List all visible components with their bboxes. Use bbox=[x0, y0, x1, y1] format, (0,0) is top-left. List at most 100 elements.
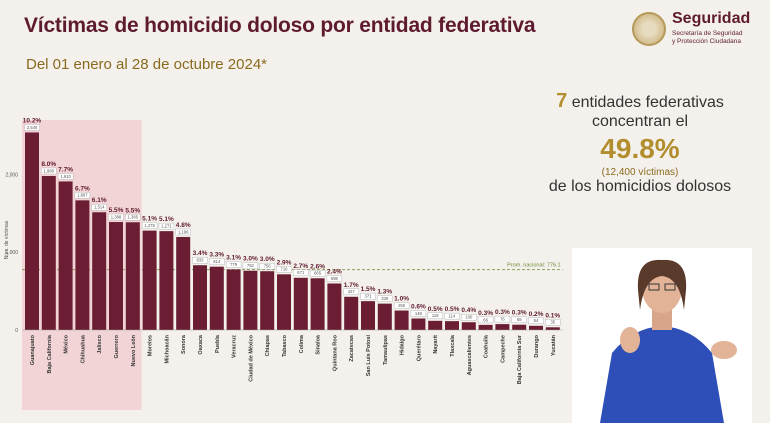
percent-label: 1.7% bbox=[344, 282, 359, 289]
category-label: Quintana Roo bbox=[332, 334, 338, 371]
count-label-box bbox=[377, 295, 393, 302]
count-label-box bbox=[494, 315, 511, 323]
bar-31 bbox=[545, 327, 560, 330]
bar-27 bbox=[478, 324, 493, 330]
bar-15 bbox=[277, 274, 291, 330]
count-label: 339 bbox=[381, 296, 389, 301]
count-label: 1,271 bbox=[161, 224, 172, 229]
category-label: Aguascalientes bbox=[467, 335, 473, 375]
bar-9 bbox=[176, 236, 191, 330]
bar-3 bbox=[75, 200, 90, 330]
summary-panel: 7 entidades federativas concentran el 49… bbox=[520, 90, 760, 196]
category-label: Tabasco bbox=[282, 334, 288, 357]
percent-label: 8.0% bbox=[41, 161, 56, 168]
category-label: Coahuila bbox=[484, 334, 490, 358]
count-label: 54 bbox=[534, 318, 539, 323]
category-label: Querétaro bbox=[416, 334, 422, 361]
count-label: 371 bbox=[365, 294, 373, 299]
count-label-box bbox=[511, 316, 527, 323]
count-label-box bbox=[125, 214, 141, 221]
count-label: 779 bbox=[230, 262, 238, 267]
count-label: 148 bbox=[415, 311, 423, 316]
percent-label: 1.3% bbox=[377, 289, 392, 296]
percent-label: 3.4% bbox=[193, 250, 208, 257]
category-label: Sinaloa bbox=[316, 334, 322, 355]
percent-label: 6.7% bbox=[75, 185, 90, 192]
count-label-box bbox=[259, 262, 275, 270]
count-label: 762 bbox=[247, 263, 255, 268]
category-label: San Luis Potosí bbox=[366, 335, 372, 377]
count-label: 100 bbox=[465, 315, 473, 320]
percent-label: 0.3% bbox=[478, 310, 493, 317]
count-label: 1,910 bbox=[60, 174, 71, 179]
category-label: Baja California Sur bbox=[517, 334, 523, 384]
summary-line3: de los homicidios dolosos bbox=[548, 178, 732, 195]
percent-label: 0.5% bbox=[428, 306, 443, 313]
percent-label: 2.6% bbox=[310, 263, 325, 270]
count-label-box bbox=[175, 228, 191, 236]
bar-chart: 0 1,000 2,000 Núm. de víctimas Prom. naciona… bbox=[4, 117, 563, 410]
bar-21 bbox=[377, 303, 392, 330]
count-label: 833 bbox=[197, 258, 205, 263]
bar-2 bbox=[58, 181, 73, 330]
percent-label: 0.2% bbox=[529, 311, 544, 318]
percent-label: 0.1% bbox=[545, 312, 560, 319]
bar-14 bbox=[260, 271, 275, 330]
bar-19 bbox=[344, 296, 359, 330]
count-label: 1,385 bbox=[128, 215, 139, 220]
bar-12 bbox=[226, 269, 241, 330]
percent-label: 4.8% bbox=[176, 222, 191, 229]
count-label-box bbox=[276, 266, 292, 273]
bar-4 bbox=[92, 212, 107, 330]
bar-10 bbox=[193, 265, 207, 330]
category-label: Nuevo León bbox=[131, 334, 137, 366]
category-label: Durango bbox=[534, 334, 540, 357]
count-label: 1,667 bbox=[77, 193, 88, 198]
count-label: 671 bbox=[297, 270, 305, 275]
count-label: 2,540 bbox=[27, 125, 38, 130]
bar-20 bbox=[361, 301, 375, 330]
category-label: Hidalgo bbox=[400, 334, 406, 355]
category-label: Baja California bbox=[47, 334, 53, 373]
count-label-box bbox=[74, 192, 91, 199]
percent-label: 2.9% bbox=[277, 259, 292, 266]
count-label-box bbox=[545, 319, 561, 326]
chart-title: Víctimas de homicidio doloso por entidad… bbox=[24, 14, 536, 37]
percent-label: 3.0% bbox=[243, 256, 258, 263]
bar-6 bbox=[125, 222, 140, 330]
count-label-box bbox=[158, 222, 175, 230]
percent-label: 1.5% bbox=[361, 286, 376, 293]
category-label: Sonora bbox=[181, 334, 187, 354]
bar-23 bbox=[411, 318, 426, 330]
bar-11 bbox=[209, 266, 224, 330]
count-label: 114 bbox=[449, 314, 456, 319]
category-label: Ciudad de México bbox=[248, 334, 254, 381]
count-label-box bbox=[225, 261, 242, 268]
logo-name: Seguridad bbox=[672, 10, 751, 27]
count-label-box bbox=[528, 317, 544, 325]
count-label-box bbox=[461, 314, 477, 321]
category-label: Tlaxcala bbox=[450, 334, 456, 357]
count-label-box bbox=[242, 262, 259, 269]
percent-label: 6.1% bbox=[92, 197, 107, 204]
percent-label: 2.4% bbox=[327, 268, 342, 275]
category-label: Veracruz bbox=[232, 335, 238, 358]
count-label: 716 bbox=[281, 267, 289, 272]
ssp-logo: Seguridad Secretaría de Seguridad y Prot… bbox=[632, 10, 764, 54]
summary-line2: concentran el bbox=[591, 113, 689, 130]
percent-label: 3.0% bbox=[260, 256, 275, 263]
count-label-box bbox=[57, 173, 74, 180]
bar-13 bbox=[243, 270, 258, 330]
count-label-box bbox=[293, 269, 309, 277]
percent-label: 5.5% bbox=[125, 207, 140, 214]
percent-label: 5.1% bbox=[159, 216, 174, 223]
count-label-box bbox=[410, 310, 427, 317]
bar-17 bbox=[310, 278, 325, 330]
percent-label: 7.7% bbox=[58, 166, 73, 173]
count-label-box bbox=[309, 270, 326, 277]
count-label-box bbox=[444, 312, 460, 320]
count-label-box bbox=[192, 257, 208, 264]
count-label: 66 bbox=[483, 317, 488, 322]
count-label: 665 bbox=[314, 271, 322, 276]
interpreter-image bbox=[572, 248, 752, 423]
